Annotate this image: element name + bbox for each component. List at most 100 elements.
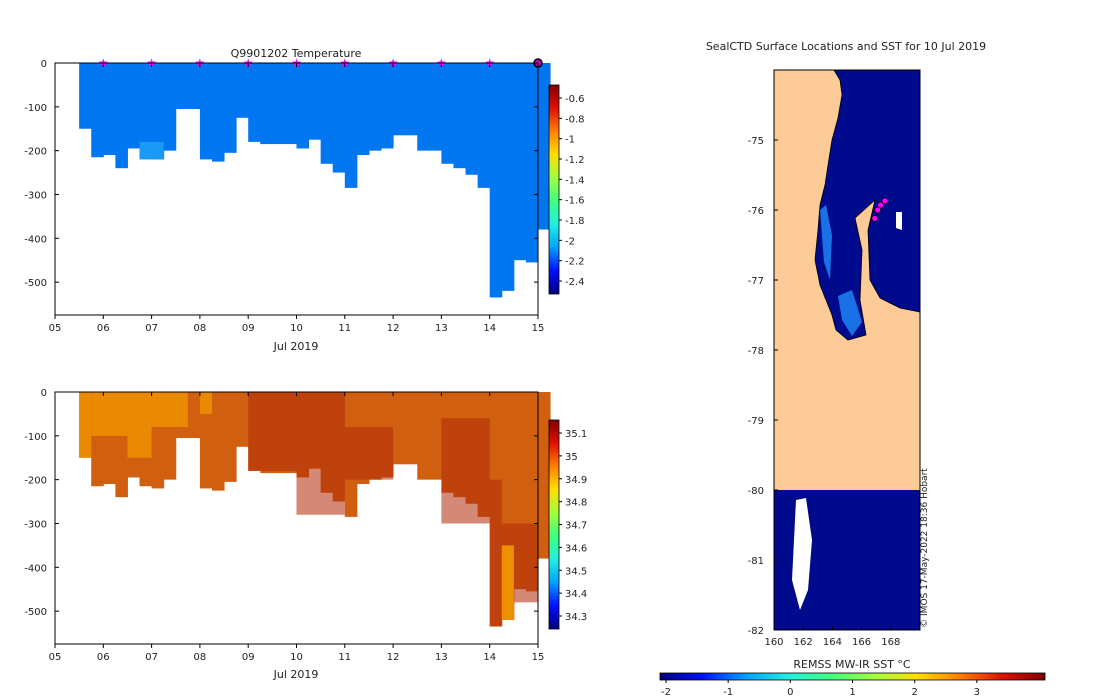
x-tick-label: 05 [49, 323, 62, 334]
profile-column [236, 63, 249, 118]
y-tick-label: 0 [41, 59, 47, 70]
colorbar-tick-label: -1.4 [565, 175, 585, 186]
ctd-location-marker [874, 206, 882, 214]
x-tick-label: 06 [97, 323, 110, 334]
x-tick-label: 07 [145, 652, 158, 663]
profile-column [224, 63, 237, 153]
x-tick-label: 11 [338, 652, 351, 663]
x-tick-label: 14 [483, 323, 496, 334]
sst-colorbar-label: REMSS MW-IR SST °C [793, 658, 911, 671]
colorbar-tick-label: -1.2 [565, 155, 585, 166]
profile-column [296, 63, 310, 149]
salinity-xlabel: Jul 2019 [273, 668, 319, 681]
temperature-plot-area: ★ ★ ★ ★ ★ ★ ★ ★ ★ [79, 56, 551, 298]
ctd-location-marker [881, 197, 889, 205]
x-tick-label: 10 [290, 652, 303, 663]
profile-column [91, 63, 104, 158]
profile-column [344, 63, 358, 188]
fresher-patch [151, 392, 188, 428]
x-tick-label: 07 [145, 323, 158, 334]
y-tick-label: -500 [24, 607, 47, 618]
colorbar-tick-label: 3 [974, 687, 980, 698]
temperature-title: Q9901202 Temperature [231, 47, 362, 60]
salinity-plot-area [79, 392, 551, 627]
coastal-warm-patch [820, 205, 832, 280]
missing-data-patch [896, 212, 902, 230]
temperature-x-axis: 05 06 07 08 09 10 11 12 13 14 15 [49, 63, 545, 334]
profile-column [538, 392, 551, 559]
y-tick-label: -500 [24, 278, 47, 289]
profile-column [393, 63, 406, 136]
colorbar-tick-label: 34.7 [565, 521, 587, 532]
profile-column [368, 63, 382, 151]
lat-tick-label: -78 [748, 346, 764, 357]
saltier-patch [296, 392, 345, 515]
colorbar-body [659, 672, 1046, 681]
colorbar-body [548, 419, 560, 630]
fresher-patch [91, 392, 128, 436]
profile-column [417, 63, 430, 151]
profile-column [477, 63, 491, 188]
ctd-location-marker [871, 214, 879, 222]
colorbar-tick-label: 34.9 [565, 475, 587, 486]
profile-column [175, 63, 189, 110]
fresher-patch [79, 392, 92, 458]
lat-tick-label: -76 [748, 206, 764, 217]
colorbar-tick-label: -0.6 [565, 94, 585, 105]
x-tick-label: 11 [338, 323, 351, 334]
profile-column [429, 63, 442, 151]
salinity-colorbar: 35.1 35 34.9 34.8 34.7 34.6 34.5 34.4 34.3 [548, 419, 587, 630]
x-tick-label: 09 [242, 323, 255, 334]
profile-column [513, 63, 527, 261]
profile-column [224, 392, 237, 482]
lat-tick-label: -81 [748, 556, 764, 567]
y-tick-label: -200 [24, 147, 47, 158]
colorbar-tick-label: -1 [723, 687, 733, 698]
x-tick-label: 15 [532, 652, 545, 663]
colorbar-tick-label: -0.8 [565, 114, 585, 125]
x-tick-label: 14 [483, 652, 496, 663]
fresher-patch [127, 392, 152, 458]
colorbar-tick-label: 34.5 [565, 566, 587, 577]
x-tick-label: 08 [194, 652, 207, 663]
profile-column [272, 63, 285, 145]
lat-tick-label: -79 [748, 416, 764, 427]
profile-column [187, 63, 201, 110]
profile-column [260, 63, 273, 145]
x-tick-label: 06 [97, 652, 110, 663]
profile-column [199, 392, 213, 489]
colorbar-tick-label: 35 [565, 452, 578, 463]
salinity-panel: 05 06 07 08 09 10 11 12 13 14 15 0 -100 -200 -300 -400… [24, 388, 587, 681]
salinity-x-axis: 05 06 07 08 09 10 11 12 13 14 15 [49, 392, 545, 663]
x-tick-label: 09 [242, 652, 255, 663]
profile-column [393, 392, 406, 465]
colorbar-tick-label: 35.1 [565, 429, 587, 440]
colorbar-body [548, 84, 560, 295]
y-tick-label: 0 [41, 388, 47, 399]
y-tick-label: -100 [24, 103, 47, 114]
profile-column [538, 63, 551, 230]
profile-column [441, 63, 454, 164]
profile-column [79, 63, 92, 129]
profile-column [187, 392, 201, 439]
lat-tick-label: -75 [748, 136, 764, 147]
profile-column [211, 392, 225, 491]
map-plot-area [774, 69, 921, 630]
profile-column [453, 63, 467, 169]
profile-column [429, 392, 442, 480]
colorbar-tick-label: 2 [911, 687, 917, 698]
y-tick-label: -300 [24, 519, 47, 530]
saltier-patch [248, 392, 297, 471]
lon-tick-label: 162 [794, 637, 813, 648]
map-panel: SealCTD Surface Locations and SST for 10… [659, 40, 1046, 698]
warmer-patch [139, 141, 164, 160]
colorbar-tick-label: 34.4 [565, 589, 587, 600]
x-tick-label: 15 [532, 323, 545, 334]
x-tick-label: 08 [194, 323, 207, 334]
lon-tick-label: 168 [881, 637, 900, 648]
profile-column [525, 63, 539, 263]
profile-column [501, 63, 515, 291]
temperature-panel: Q9901202 Temperature ★ ★ ★ ★ ★ ★ ★ ★ ★ 05 06 07 08 0… [24, 47, 584, 353]
x-tick-label: 12 [387, 323, 400, 334]
